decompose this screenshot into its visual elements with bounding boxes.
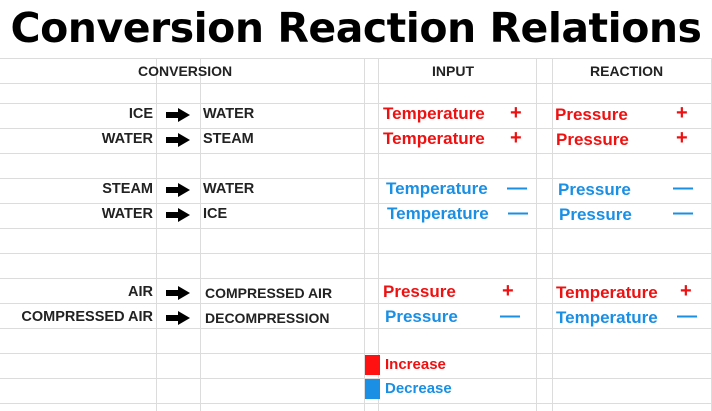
input-value: Temperature	[387, 204, 489, 223]
minus-icon: —	[508, 202, 528, 224]
grid-line	[536, 58, 537, 411]
header-conversion: CONVERSION	[138, 63, 233, 79]
conversion-from: WATER	[101, 206, 153, 222]
legend-label-increase: Increase	[385, 356, 446, 373]
right-arrow-icon	[166, 133, 190, 147]
input-value: Pressure	[385, 307, 458, 326]
grid-line	[0, 403, 712, 404]
grid-line	[156, 58, 157, 411]
grid-line	[0, 58, 712, 59]
grid-line	[200, 58, 201, 411]
plus-icon: +	[680, 280, 692, 302]
reaction-value: Pressure	[556, 130, 629, 149]
grid-line	[0, 153, 712, 154]
legend-label-decrease: Decrease	[385, 380, 452, 397]
grid-line	[0, 178, 712, 179]
input-value: Temperature	[383, 104, 485, 123]
conversion-to: COMPRESSED AIR	[205, 285, 333, 301]
reaction-value: Pressure	[555, 105, 628, 124]
reaction-value: Pressure	[559, 205, 632, 224]
grid-line	[0, 228, 712, 229]
legend-swatch-increase	[365, 355, 380, 375]
conversion-from: COMPRESSED AIR	[21, 309, 153, 325]
grid-line	[0, 83, 712, 84]
grid-line	[0, 128, 712, 129]
plus-icon: +	[676, 127, 688, 149]
grid-line	[0, 378, 712, 379]
right-arrow-icon	[166, 183, 190, 197]
conversion-from: STEAM	[102, 181, 153, 197]
conversion-to: STEAM	[203, 131, 254, 147]
minus-icon: —	[673, 177, 693, 199]
input-value: Temperature	[383, 129, 485, 148]
conversion-to: WATER	[203, 181, 255, 197]
grid-line	[378, 58, 379, 411]
reaction-value: Temperature	[556, 308, 658, 327]
header-input: INPUT	[432, 63, 474, 79]
right-arrow-icon	[166, 286, 190, 300]
grid-line	[0, 253, 712, 254]
conversion-from: WATER	[101, 131, 153, 147]
right-arrow-icon	[166, 108, 190, 122]
legend-swatch-decrease	[365, 379, 380, 399]
grid-line	[364, 58, 365, 411]
conversion-to: DECOMPRESSION	[205, 310, 330, 326]
right-arrow-icon	[166, 208, 190, 222]
plus-icon: +	[510, 102, 522, 124]
minus-icon: —	[673, 202, 693, 224]
grid-line	[552, 58, 553, 411]
plus-icon: +	[676, 102, 688, 124]
conversion-from: AIR	[128, 284, 153, 300]
right-arrow-icon	[166, 311, 190, 325]
grid-line	[0, 203, 712, 204]
grid-line	[0, 353, 712, 354]
minus-icon: —	[677, 305, 697, 327]
input-value: Temperature	[386, 179, 488, 198]
minus-icon: —	[500, 305, 520, 327]
grid-line	[0, 328, 712, 329]
grid-line	[0, 303, 712, 304]
input-value: Pressure	[383, 282, 456, 301]
plus-icon: +	[502, 280, 514, 302]
conversion-from: ICE	[128, 106, 153, 122]
minus-icon: —	[507, 177, 527, 199]
grid-line	[0, 103, 712, 104]
conversion-to: ICE	[203, 206, 228, 222]
grid-line	[0, 278, 712, 279]
plus-icon: +	[510, 127, 522, 149]
page-title: Conversion Reaction Relations	[10, 4, 702, 52]
header-reaction: REACTION	[590, 63, 664, 79]
reaction-value: Temperature	[556, 283, 658, 302]
conversion-to: WATER	[203, 106, 255, 122]
reaction-value: Pressure	[558, 180, 631, 199]
